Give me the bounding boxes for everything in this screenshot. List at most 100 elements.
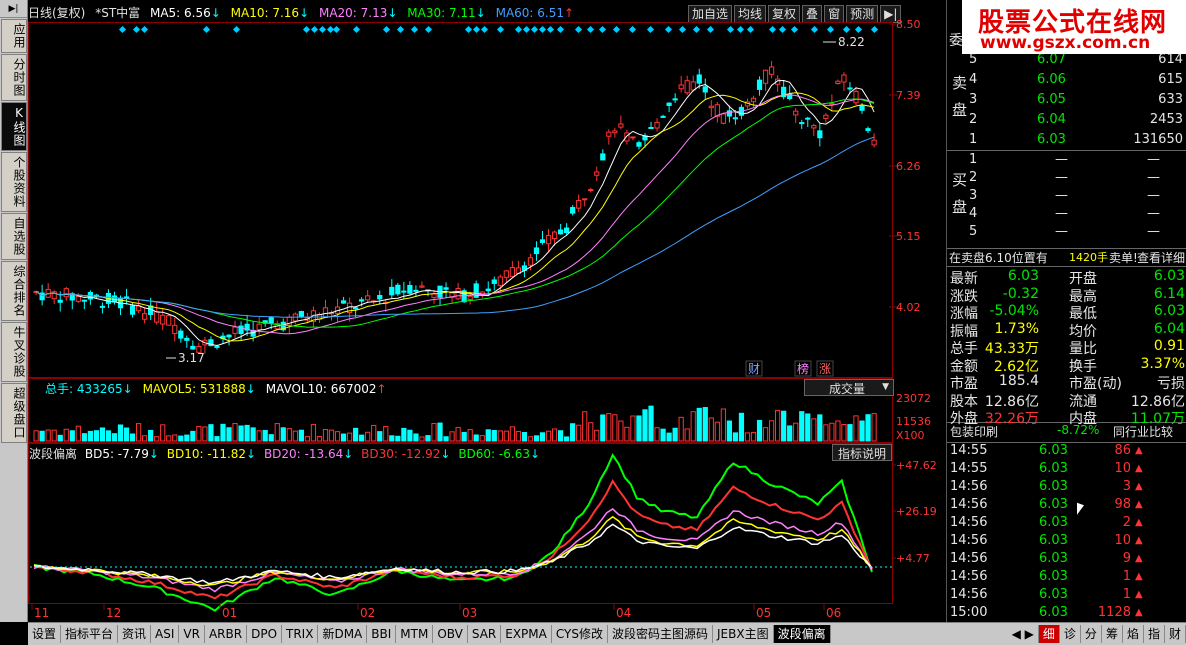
volume-bar [762, 427, 769, 442]
expand-icon[interactable]: ▶| [880, 5, 902, 23]
overlay-button[interactable]: 叠 [802, 5, 823, 23]
candle-body [750, 97, 757, 103]
candle-body [238, 325, 244, 335]
bottom-tab-6[interactable]: DPO [247, 625, 283, 643]
right-tab-5[interactable]: 指 [1144, 625, 1165, 643]
candle-body [413, 289, 419, 292]
candle-body [322, 307, 329, 318]
forecast-button[interactable]: 预测 [846, 5, 879, 23]
nav-item-5[interactable]: 综合排名 [1, 261, 27, 321]
bottom-tab-3[interactable]: ASI [151, 625, 180, 643]
indicator-axis-label: +26.19 [896, 505, 937, 518]
volume-bar [708, 417, 714, 442]
volume-bar [642, 409, 648, 442]
period-label[interactable]: 日线(复权) [28, 6, 86, 20]
candle-body [208, 339, 214, 347]
candle-body [178, 330, 184, 339]
buy-level-row: 2 — — [947, 170, 1186, 188]
candle-body [829, 102, 835, 105]
volume-bar [142, 435, 148, 442]
volume-bar [377, 431, 383, 442]
tick-volume: 1128 [1097, 605, 1131, 620]
signal-diamond [382, 25, 391, 34]
view-detail-link[interactable]: 查看详细 [1137, 251, 1186, 265]
right-tab-2[interactable]: 分 [1081, 625, 1102, 643]
nav-item-4[interactable]: 自选股 [1, 213, 27, 260]
date-axis-label: 04 [616, 606, 631, 620]
nav-item-7[interactable]: 超级盘口 [1, 383, 27, 443]
signal-diamond [870, 25, 879, 34]
ma10-value: MA10: 7.16↓ [230, 6, 310, 20]
sell-price: 6.03 [1037, 132, 1066, 147]
quote-label: 均价 [1069, 323, 1097, 340]
nav-item-3[interactable]: 个股资料 [1, 152, 27, 212]
price-axis-label: 7.39 [896, 89, 921, 102]
sell-side-label: 卖盘 [950, 75, 968, 129]
right-tab-0[interactable]: 细 [1038, 625, 1060, 643]
industry-compare-button[interactable]: 同行业比较 [1113, 425, 1174, 439]
buy-level-row: 4 — — [947, 206, 1186, 224]
bottom-tab-14[interactable]: CYS修改 [552, 625, 608, 643]
candle-body [636, 142, 642, 147]
bottom-tab-9[interactable]: BBI [367, 625, 397, 643]
bottom-tab-12[interactable]: SAR [468, 625, 502, 643]
bottom-tab-15[interactable]: 波段密码主图源码 [608, 625, 713, 643]
bottom-tab-bar: 设置 指标平台 资讯 ASI VR ARBR DPO TRIX 新DMA BBI MTM OBV SAR… [28, 622, 1186, 645]
tick-volume: 10 [1114, 461, 1131, 476]
tab-scroll-arrows[interactable]: ◀ ▶ [1008, 625, 1039, 643]
tick-time: 14:56 [950, 479, 988, 494]
volume-bar [533, 435, 540, 442]
sell-label-row: 卖盘 [947, 75, 1186, 129]
window-button[interactable]: 窗 [824, 5, 845, 23]
nav-item-0[interactable]: 应用 [1, 19, 27, 53]
tick-time: 14:56 [950, 497, 988, 512]
bottom-tab-1[interactable]: 指标平台 [61, 625, 119, 643]
candle-body [756, 79, 763, 90]
bottom-tab-7[interactable]: TRIX [282, 625, 319, 643]
volume-bar [346, 432, 353, 442]
add-watchlist-button[interactable]: 加自选 [688, 5, 733, 23]
bottom-tab-16[interactable]: JEBX主图 [713, 625, 774, 643]
volume-selector[interactable]: 成交量 ▼ [804, 379, 894, 396]
indicator-help-button[interactable]: 指标说明 [832, 444, 893, 461]
nav-item-1[interactable]: 分时图 [1, 54, 27, 101]
right-tab-6[interactable]: 财 [1165, 625, 1186, 643]
tick-row: 14:56 6.03 2 ▲ [947, 515, 1186, 533]
bottom-tab-4[interactable]: VR [179, 625, 205, 643]
right-tab-1[interactable]: 诊 [1060, 625, 1081, 643]
candle-body [63, 288, 69, 298]
bottom-tab-17[interactable]: 波段偏离 [773, 625, 831, 643]
candle-body [853, 90, 859, 104]
candle-body [805, 117, 811, 120]
bottom-tab-2[interactable]: 资讯 [118, 625, 152, 643]
bottom-tab-5[interactable]: ARBR [205, 625, 248, 643]
quote-value: 11.07万 [1130, 411, 1185, 427]
signal-diamond [854, 25, 863, 34]
volume-bar [799, 411, 805, 442]
quote-row: 最新 6.03 开盘 6.03 [947, 268, 1186, 287]
volume-bar [479, 435, 485, 442]
bottom-tab-8[interactable]: 新DMA [318, 625, 368, 643]
volume-bar [292, 430, 298, 442]
volume-bar [497, 430, 503, 442]
candle-body [69, 293, 75, 301]
bottom-tab-11[interactable]: OBV [433, 625, 468, 643]
volume-axis-label: 11536 [896, 415, 931, 428]
bottom-tab-10[interactable]: MTM [396, 625, 434, 643]
bd60-value: BD60: -6.63↓ [458, 447, 541, 461]
bottom-tab-0[interactable]: 设置 [28, 625, 62, 643]
nav-item-6[interactable]: 牛叉诊股 [1, 322, 27, 382]
nav-item-2[interactable]: K线图 [1, 102, 27, 151]
nav-toggle-icon[interactable]: ▶| [0, 0, 27, 18]
bottom-tab-13[interactable]: EXPMA [501, 625, 552, 643]
tick-volume: 9 [1122, 551, 1131, 566]
quote-row: 振幅 1.73% 均价 6.04 [947, 321, 1186, 340]
right-tab-4[interactable]: 焰 [1123, 625, 1144, 643]
signal-diamond [514, 25, 523, 34]
restore-button[interactable]: 复权 [768, 5, 801, 23]
volume-bar [509, 426, 515, 442]
volume-bar [172, 434, 178, 442]
right-tab-3[interactable]: 筹 [1102, 625, 1123, 643]
tick-time: 14:56 [950, 515, 988, 530]
